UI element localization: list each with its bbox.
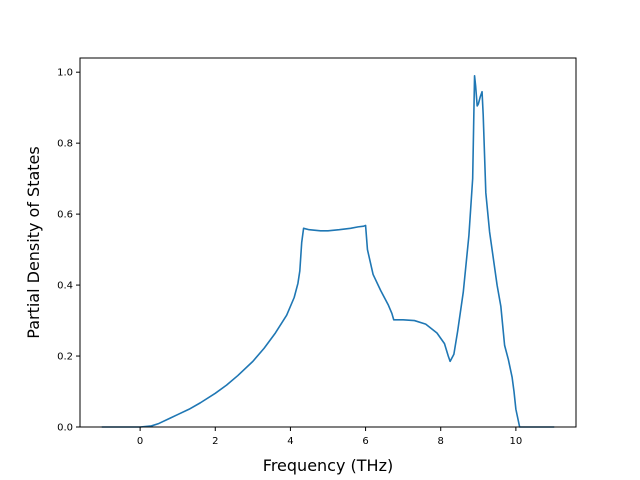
y-tick-label: 0.0 xyxy=(57,423,73,434)
x-tick-label: 8 xyxy=(438,436,444,447)
y-tick-label: 0.8 xyxy=(57,139,73,150)
x-tick-label: 2 xyxy=(212,436,218,447)
x-axis-title: Frequency (THz) xyxy=(263,456,393,475)
axis-ticks: 0 2 4 6 8 10 0.0 0.2 0.4 0.6 0.8 1.0 xyxy=(57,68,522,447)
y-tick-label: 0.6 xyxy=(57,210,73,221)
plot-area xyxy=(101,74,555,428)
x-tick-label: 4 xyxy=(287,436,293,447)
x-tick-label: 0 xyxy=(137,436,143,447)
y-axis-title: Partial Density of States xyxy=(24,146,43,338)
y-tick-label: 0.4 xyxy=(57,281,73,292)
x-tick-label: 6 xyxy=(362,436,368,447)
series-line-0 xyxy=(101,74,555,428)
x-tick-label: 10 xyxy=(510,436,523,447)
y-tick-label: 0.2 xyxy=(57,352,73,363)
axes-frame xyxy=(79,57,577,428)
y-tick-label: 1.0 xyxy=(57,68,73,79)
